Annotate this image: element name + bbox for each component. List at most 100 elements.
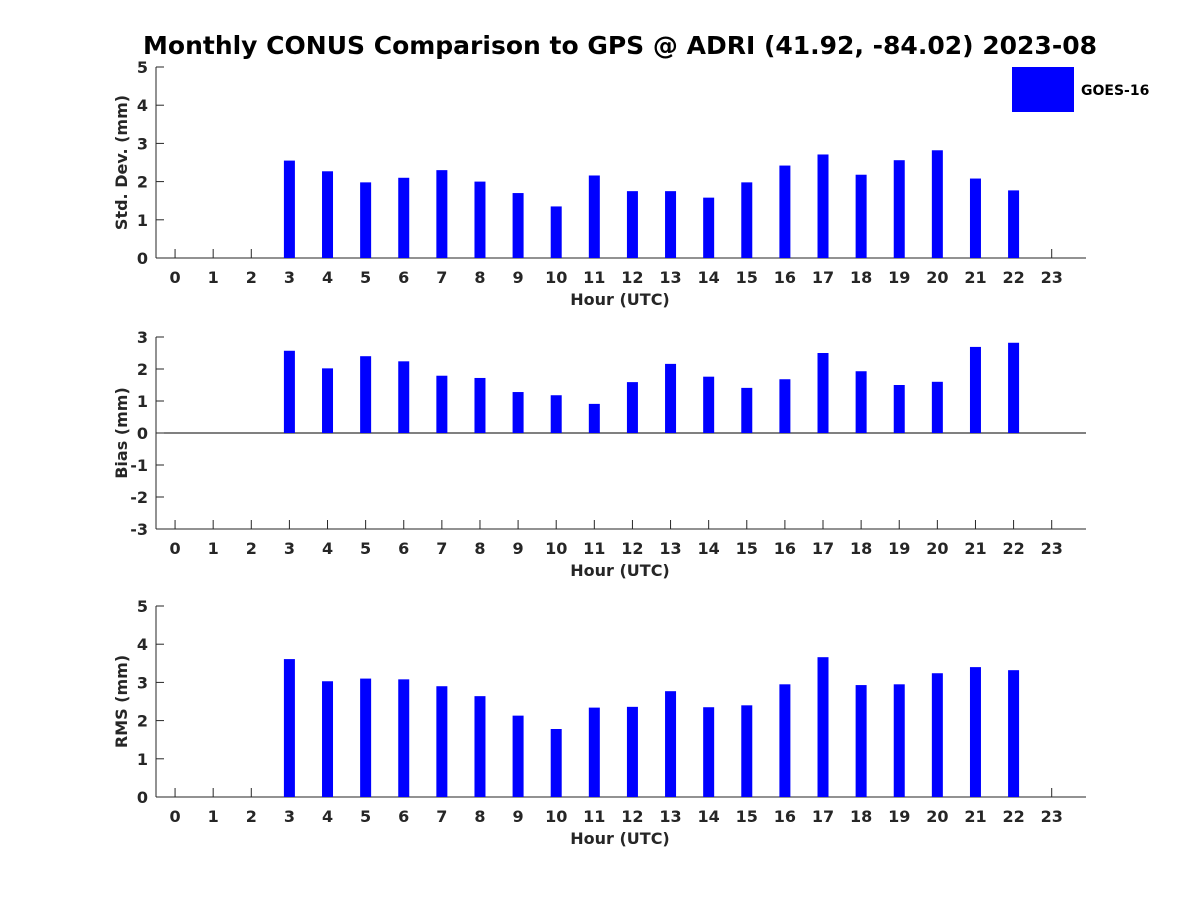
rms-bar-hour-8 — [474, 696, 486, 797]
bias-y-axis-label: Bias (mm) — [112, 387, 131, 479]
rms-bar-hour-15 — [741, 705, 753, 797]
std-dev-bar-hour-11 — [588, 175, 600, 258]
std-dev-y-axis-label: Std. Dev. (mm) — [112, 95, 131, 230]
bias-ytick-label: 2 — [137, 360, 148, 379]
rms-xtick-label: 2 — [246, 807, 257, 826]
rms-xtick-label: 9 — [513, 807, 524, 826]
std-dev-xtick-label: 13 — [659, 268, 681, 287]
std-dev-xtick-label: 4 — [322, 268, 333, 287]
std-dev-bar-hour-21 — [969, 178, 981, 258]
bias-ytick-label: 3 — [137, 328, 148, 347]
bias-xtick-label: 14 — [698, 539, 720, 558]
bias-bar-hour-22 — [1008, 342, 1020, 433]
rms-x-axis-label: Hour (UTC) — [570, 829, 670, 848]
rms-bar-hour-6 — [398, 679, 410, 797]
rms-bar-hour-14 — [703, 707, 715, 797]
std-dev-bar-hour-12 — [626, 191, 638, 258]
bias-xtick-label: 1 — [208, 539, 219, 558]
rms-bar-hour-19 — [893, 684, 905, 797]
std-dev-ytick-label: 3 — [137, 134, 148, 153]
rms-bar-hour-7 — [436, 686, 448, 797]
rms-ytick-label: 0 — [137, 788, 148, 807]
bias-x-axis-label: Hour (UTC) — [570, 561, 670, 580]
std-dev-xtick-label: 23 — [1041, 268, 1063, 287]
rms-bar-hour-12 — [626, 706, 638, 797]
std-dev-xtick-label: 20 — [926, 268, 948, 287]
rms-bar-hour-13 — [665, 691, 677, 797]
rms-bar-hour-20 — [931, 673, 943, 797]
std-dev-bar-hour-9 — [512, 193, 524, 258]
rms-ytick-label: 3 — [137, 673, 148, 692]
rms-bar-hour-22 — [1008, 670, 1020, 797]
bias-xtick-label: 2 — [246, 539, 257, 558]
bias-xtick-label: 7 — [436, 539, 447, 558]
bias-ytick-label: -1 — [130, 456, 148, 475]
rms-xtick-label: 14 — [698, 807, 720, 826]
rms-bar-hour-5 — [360, 678, 372, 797]
rms-xtick-label: 3 — [284, 807, 295, 826]
rms-xtick-label: 19 — [888, 807, 910, 826]
rms-ytick-label: 5 — [137, 597, 148, 616]
std-dev-ytick-label: 0 — [137, 249, 148, 268]
std-dev-bar-hour-19 — [893, 160, 905, 258]
rms-bar-hour-3 — [283, 659, 295, 797]
std-dev-xtick-label: 3 — [284, 268, 295, 287]
bias-bar-hour-10 — [550, 395, 562, 433]
std-dev-bar-hour-7 — [436, 170, 448, 258]
legend: GOES-16 — [1012, 67, 1149, 112]
std-dev-xtick-label: 18 — [850, 268, 872, 287]
std-dev-xtick-label: 11 — [583, 268, 605, 287]
std-dev-xtick-label: 22 — [1002, 268, 1024, 287]
std-dev-bar-hour-14 — [703, 197, 715, 258]
rms-xtick-label: 20 — [926, 807, 948, 826]
bias-bar-hour-14 — [703, 376, 715, 433]
std-dev-xtick-label: 9 — [513, 268, 524, 287]
std-dev-xtick-label: 10 — [545, 268, 567, 287]
std-dev-xtick-label: 0 — [169, 268, 180, 287]
bias-xtick-label: 18 — [850, 539, 872, 558]
bias-xtick-label: 3 — [284, 539, 295, 558]
bias-bar-hour-20 — [931, 381, 943, 433]
bias-bar-hour-4 — [322, 368, 334, 433]
rms-xtick-label: 13 — [659, 807, 681, 826]
rms-xtick-label: 6 — [398, 807, 409, 826]
bias-ytick-label: 1 — [137, 392, 148, 411]
std-dev-bar-hour-16 — [779, 165, 791, 258]
rms-bar-hour-4 — [322, 681, 334, 797]
std-dev-xtick-label: 6 — [398, 268, 409, 287]
std-dev-x-axis-label: Hour (UTC) — [570, 290, 670, 309]
std-dev-xtick-label: 8 — [474, 268, 485, 287]
std-dev-xtick-label: 1 — [208, 268, 219, 287]
rms-y-axis-label: RMS (mm) — [112, 655, 131, 748]
bias-ytick-label: -3 — [130, 520, 148, 539]
bias-xtick-label: 19 — [888, 539, 910, 558]
rms-xtick-label: 8 — [474, 807, 485, 826]
std-dev-bar-hour-3 — [283, 160, 295, 258]
bias-xtick-label: 5 — [360, 539, 371, 558]
rms-xtick-label: 1 — [208, 807, 219, 826]
std-dev-ytick-label: 5 — [137, 58, 148, 77]
rms-ytick-label: 4 — [137, 635, 148, 654]
std-dev-xtick-label: 14 — [698, 268, 720, 287]
rms-bar-hour-16 — [779, 684, 791, 797]
bias-bar-hour-8 — [474, 377, 486, 433]
std-dev-ytick-label: 2 — [137, 173, 148, 192]
bias-bar-hour-15 — [741, 387, 753, 433]
bias-xtick-label: 9 — [513, 539, 524, 558]
bias-bar-hour-18 — [855, 371, 867, 433]
rms-bar-hour-17 — [817, 657, 829, 797]
std-dev-bar-hour-10 — [550, 206, 562, 258]
bias-xtick-label: 8 — [474, 539, 485, 558]
std-dev-bar-hour-17 — [817, 154, 829, 258]
rms-ytick-label: 1 — [137, 750, 148, 769]
std-dev-xtick-label: 17 — [812, 268, 834, 287]
std-dev-xtick-label: 15 — [736, 268, 758, 287]
legend-swatch — [1012, 67, 1074, 112]
std-dev-bar-hour-6 — [398, 177, 410, 258]
rms-xtick-label: 17 — [812, 807, 834, 826]
bias-bar-hour-21 — [969, 346, 981, 433]
rms-xtick-label: 15 — [736, 807, 758, 826]
bias-xtick-label: 13 — [659, 539, 681, 558]
